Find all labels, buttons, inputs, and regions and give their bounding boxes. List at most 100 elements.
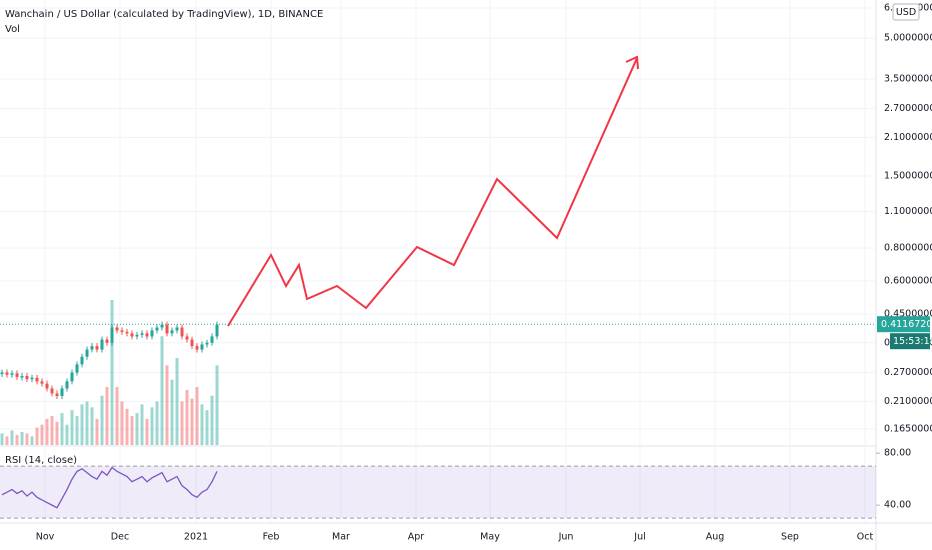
grid bbox=[0, 0, 876, 523]
volume-bar bbox=[210, 395, 214, 445]
candle-body bbox=[180, 327, 184, 337]
candle-body bbox=[120, 330, 124, 332]
volume-label: Vol bbox=[5, 24, 20, 35]
volume-bar bbox=[60, 413, 64, 445]
candle-body bbox=[65, 381, 69, 389]
volume-bar bbox=[65, 424, 69, 445]
current-price: 0.41167200 bbox=[881, 319, 932, 330]
candle-body bbox=[155, 327, 159, 331]
price-label: 0.16500000 bbox=[884, 423, 932, 434]
candle-body bbox=[95, 346, 99, 350]
symbol-title: Wanchain / US Dollar (calculated by Trad… bbox=[5, 9, 323, 20]
volume-bar bbox=[90, 407, 94, 445]
candle-body bbox=[185, 336, 189, 340]
plot bbox=[0, 300, 876, 509]
candle-body bbox=[85, 349, 89, 357]
candle-body bbox=[160, 324, 164, 328]
volume-bar bbox=[95, 418, 99, 445]
candle-body bbox=[140, 333, 144, 335]
price-label: 0.80000000 bbox=[884, 243, 932, 254]
volume-bar bbox=[45, 418, 49, 445]
candle-body bbox=[0, 372, 4, 375]
volume-bar bbox=[35, 427, 39, 445]
candle-body bbox=[170, 330, 174, 334]
candle-body bbox=[60, 388, 64, 397]
time-label: Feb bbox=[263, 532, 280, 543]
volume-bar bbox=[10, 430, 14, 445]
price-label: 0.60000000 bbox=[884, 276, 932, 287]
candle-body bbox=[200, 344, 204, 350]
candle-body bbox=[195, 346, 199, 350]
volume-bar bbox=[195, 387, 199, 445]
candle-body bbox=[145, 333, 149, 337]
rsi-label: RSI (14, close) bbox=[5, 455, 77, 466]
candle-body bbox=[90, 346, 94, 350]
volume-bar bbox=[40, 424, 44, 445]
current-price-box bbox=[877, 316, 930, 333]
candle-body bbox=[205, 342, 209, 345]
volume-bar bbox=[30, 436, 34, 445]
time-label: 2021 bbox=[184, 532, 208, 543]
candle-body bbox=[130, 333, 134, 337]
volume-bar bbox=[0, 433, 4, 445]
candle-body bbox=[150, 330, 154, 337]
volume-bar bbox=[135, 413, 139, 445]
volume-bar bbox=[180, 401, 184, 445]
candle-body bbox=[35, 377, 39, 382]
volume-bar bbox=[175, 358, 179, 445]
candle-body bbox=[215, 324, 219, 337]
time-label: Apr bbox=[408, 532, 425, 543]
candle-body bbox=[40, 381, 44, 384]
time-label: Oct bbox=[857, 532, 874, 543]
candle-body bbox=[55, 393, 59, 397]
candle-body bbox=[20, 375, 24, 378]
rsi-tick-label: 40.00 bbox=[884, 500, 911, 511]
volume-bar bbox=[15, 434, 19, 445]
candle-body bbox=[110, 327, 114, 343]
price-label: 3.50000000 bbox=[884, 73, 932, 84]
candle-body bbox=[75, 364, 79, 373]
time-label: Dec bbox=[111, 532, 129, 543]
rsi-line bbox=[1, 466, 218, 509]
volume-bar bbox=[55, 421, 59, 445]
candle-body bbox=[175, 327, 179, 331]
volume-bar bbox=[205, 410, 209, 445]
volume-bar bbox=[50, 416, 54, 445]
volume-bar bbox=[215, 365, 219, 445]
time-label: Jul bbox=[633, 532, 645, 543]
candle-body bbox=[165, 324, 169, 334]
currency-button[interactable] bbox=[892, 3, 920, 21]
volume-bar bbox=[120, 401, 124, 445]
price-axis-bg bbox=[876, 0, 932, 550]
candle-body bbox=[80, 356, 84, 365]
rsi-band bbox=[0, 466, 876, 519]
currency[interactable]: USD bbox=[896, 7, 916, 18]
candle-body bbox=[115, 327, 119, 331]
time-label: Sep bbox=[781, 532, 799, 543]
price-label: 1.50000000 bbox=[884, 171, 932, 182]
price-label: 1.10000000 bbox=[884, 206, 932, 217]
price-axis: 6.500000005.000000003.500000002.70000000… bbox=[876, 3, 932, 511]
volume-bar bbox=[145, 418, 149, 445]
volume-bar bbox=[100, 395, 104, 445]
volume-bar bbox=[115, 387, 119, 445]
volume-bar bbox=[185, 389, 189, 445]
volume-bar bbox=[105, 387, 109, 445]
candle-body bbox=[190, 339, 194, 347]
candle-body bbox=[125, 331, 129, 334]
price-label: 0.45000000 bbox=[884, 309, 932, 320]
time-label: Nov bbox=[36, 532, 55, 543]
volume-bar bbox=[125, 408, 129, 445]
price-label: 2.10000000 bbox=[884, 132, 932, 143]
volume-bar bbox=[155, 401, 159, 445]
volume-bar bbox=[20, 431, 24, 445]
price-label: 0.27000000 bbox=[884, 367, 932, 378]
countdown-box bbox=[890, 333, 930, 350]
candle-body bbox=[70, 372, 74, 382]
projection-line bbox=[227, 57, 638, 327]
candle-body bbox=[45, 383, 49, 389]
time-label: Jun bbox=[558, 532, 574, 543]
time-label: Mar bbox=[332, 532, 350, 543]
volume-bar bbox=[70, 410, 74, 445]
